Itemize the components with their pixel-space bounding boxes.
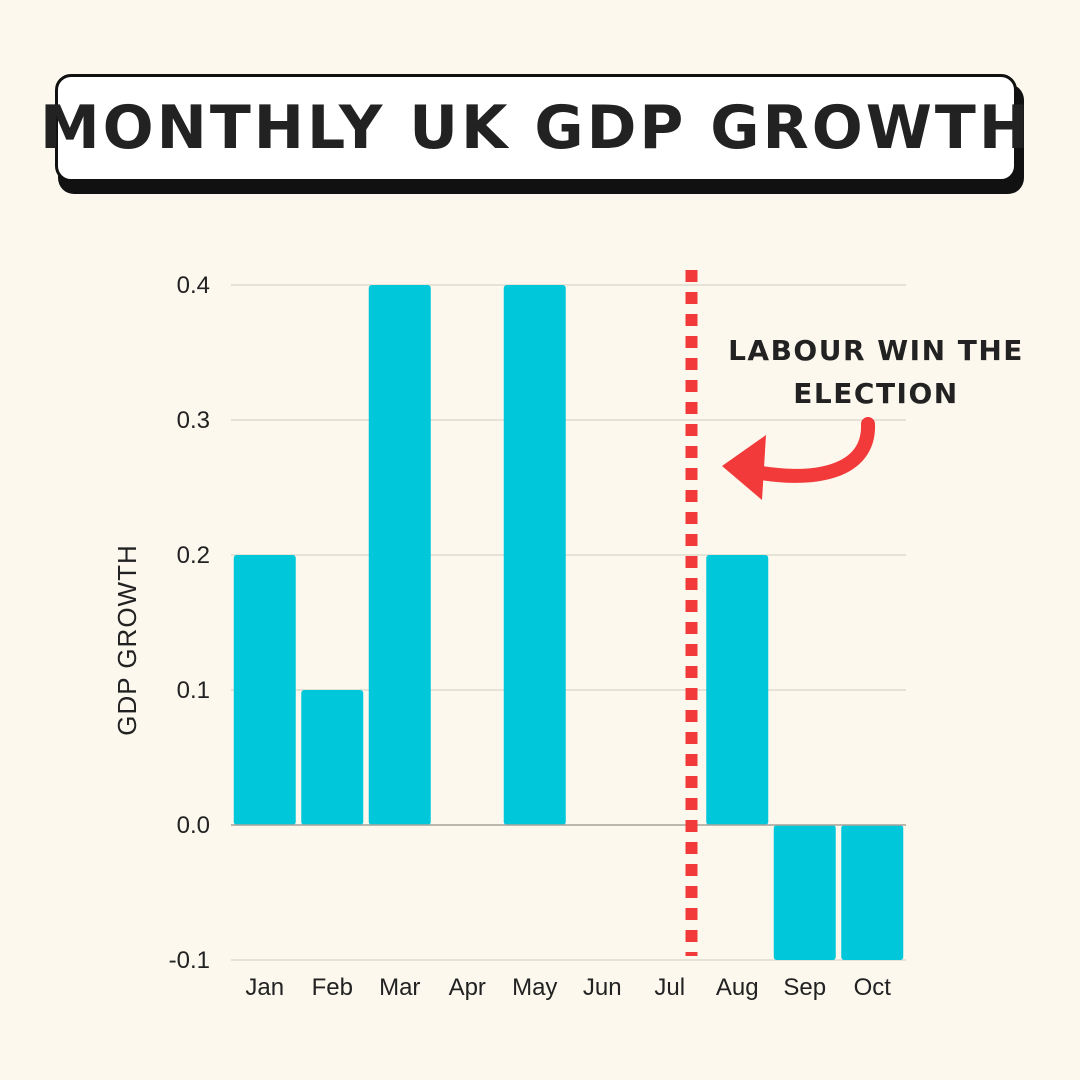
title-box: MONTHLY UK GDP GROWTH bbox=[40, 74, 1029, 182]
bar-feb bbox=[301, 690, 364, 825]
x-tick-label: Sep bbox=[783, 974, 826, 1001]
annotation-arrow bbox=[722, 417, 876, 500]
y-tick-label: -0.1 bbox=[169, 947, 210, 974]
y-tick-label: 0.0 bbox=[177, 812, 210, 839]
bar-jan bbox=[233, 555, 296, 825]
bar-may bbox=[503, 285, 566, 825]
bar-mar bbox=[368, 285, 431, 825]
y-tick-label: 0.4 bbox=[177, 272, 210, 299]
y-axis-label: GDP GROWTH bbox=[112, 544, 142, 736]
x-tick-label: May bbox=[512, 974, 557, 1001]
y-tick-label: 0.3 bbox=[177, 407, 210, 434]
y-tick-label: 0.1 bbox=[177, 677, 210, 704]
bar-oct bbox=[841, 825, 904, 960]
x-tick-label: Oct bbox=[854, 974, 892, 1001]
bars bbox=[233, 285, 904, 960]
y-axis-ticks: -0.1 0.0 0.1 0.2 0.3 0.4 bbox=[169, 272, 210, 974]
annotation-line-1: LABOUR WIN THE bbox=[728, 334, 1024, 367]
x-tick-label: Jun bbox=[583, 974, 622, 1001]
page-title: MONTHLY UK GDP GROWTH bbox=[39, 93, 1033, 163]
annotation-line-2: ELECTION bbox=[793, 377, 958, 410]
x-tick-label: Feb bbox=[312, 974, 353, 1001]
x-tick-label: Jul bbox=[654, 974, 685, 1001]
x-tick-label: Aug bbox=[716, 974, 759, 1001]
bar-sep bbox=[773, 825, 836, 960]
x-tick-label: Jan bbox=[245, 974, 284, 1001]
bar-aug bbox=[706, 555, 769, 825]
x-tick-label: Apr bbox=[449, 974, 486, 1001]
y-tick-label: 0.2 bbox=[177, 542, 210, 569]
x-axis-ticks: Jan Feb Mar Apr May Jun Jul Aug Sep Oct bbox=[245, 974, 891, 1001]
x-tick-label: Mar bbox=[379, 974, 420, 1001]
